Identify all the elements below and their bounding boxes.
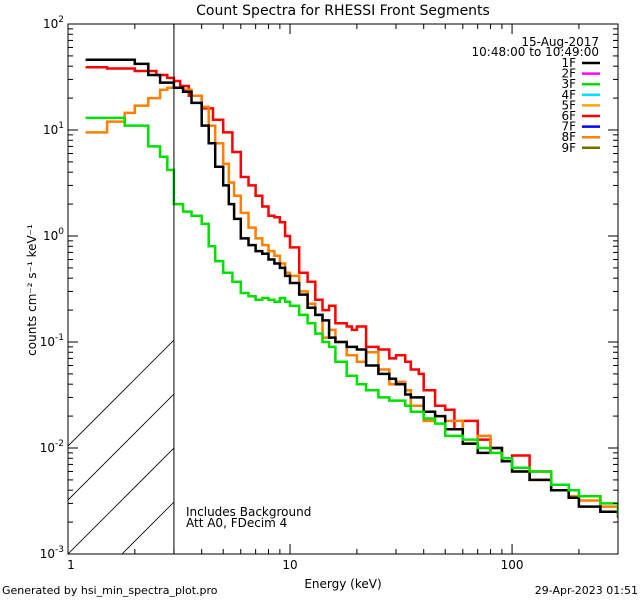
y-tick-label: 100 xyxy=(43,227,64,243)
series-group xyxy=(85,58,618,518)
y-axis: 10-3 10-2 10-1 100 101 102 xyxy=(40,15,618,561)
hatched-region xyxy=(68,24,618,554)
footer-timestamp: 29-Apr-2023 01:51 xyxy=(534,584,638,597)
legend-label-1F: 1F xyxy=(561,56,576,70)
annotation-attenuator: Att A0, FDecim 4 xyxy=(186,516,287,530)
date-label: 15-Aug-2017 xyxy=(521,35,599,49)
y-tick-label: 101 xyxy=(43,121,64,137)
x-axis-label: Energy (keV) xyxy=(304,577,381,591)
legend-label-9F: 9F xyxy=(561,141,576,155)
legend-label-6F: 6F xyxy=(561,109,576,123)
y-tick-label: 102 xyxy=(43,15,64,31)
series-line-3F xyxy=(85,116,618,516)
legend-label-3F: 3F xyxy=(561,77,576,91)
legend-label-2F: 2F xyxy=(561,67,576,81)
y-tick-label: 10-1 xyxy=(40,333,64,349)
y-axis-label: counts cm⁻² s⁻¹ keV⁻¹ xyxy=(25,224,39,356)
y-tick-label: 10-2 xyxy=(40,439,64,455)
x-tick-label: 100 xyxy=(501,558,524,572)
x-tick-label: 1 xyxy=(67,558,75,572)
hatch-mask xyxy=(173,24,618,554)
time-range-label: 10:48:00 to 10:49:00 xyxy=(472,45,599,59)
legend-label-7F: 7F xyxy=(561,120,576,134)
legend-label-5F: 5F xyxy=(561,98,576,112)
x-axis: 1 10 100 xyxy=(67,24,619,572)
legend-label-4F: 4F xyxy=(561,88,576,102)
plot-frame xyxy=(67,23,619,555)
footer-generated-by: Generated by hsi_min_spectra_plot.pro xyxy=(2,584,218,597)
legend-label-8F: 8F xyxy=(561,130,576,144)
y-tick-label: 10-3 xyxy=(40,545,64,561)
chart-title: Count Spectra for RHESSI Front Segments xyxy=(196,3,490,19)
annotation-background: Includes Background xyxy=(186,505,311,519)
x-tick-label: 10 xyxy=(282,558,297,572)
